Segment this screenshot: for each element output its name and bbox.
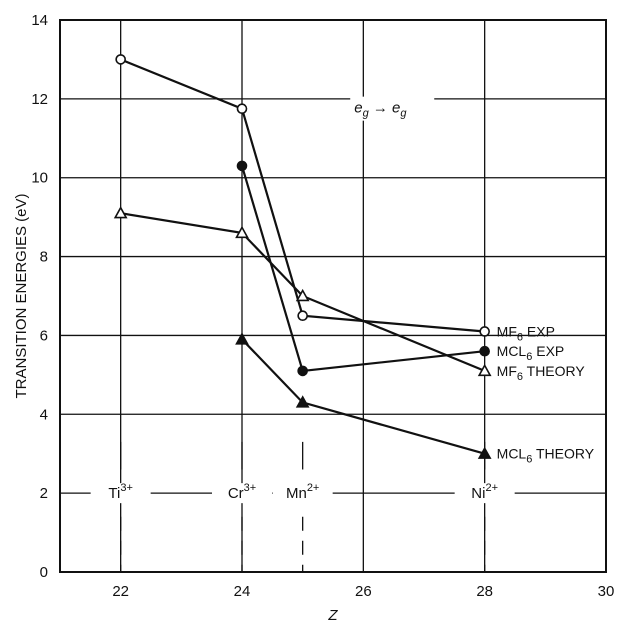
ion-symbol: Ni — [471, 485, 485, 502]
y-tick-label: 0 — [40, 564, 48, 581]
data-point — [479, 326, 490, 337]
eg-arrow: → — [369, 100, 392, 117]
eg-to-symbol: e — [392, 100, 400, 117]
eg-to-eg-annotation: eg → eg — [354, 100, 407, 120]
ion-label-background — [272, 483, 333, 504]
data-point — [297, 310, 308, 322]
series-name: MCL — [497, 446, 527, 462]
series-subscript: 6 — [517, 331, 523, 343]
series-name: MCL — [497, 343, 527, 359]
series-2 — [236, 160, 490, 377]
ion-symbol: Cr — [228, 485, 244, 502]
data-point — [295, 395, 310, 408]
y-tick-label: 14 — [31, 12, 48, 29]
x-tick-label: 24 — [234, 583, 251, 600]
ion-label-background — [90, 483, 151, 504]
ion-symbol: Mn — [286, 485, 307, 502]
series-3 — [113, 206, 492, 377]
eg-from-subscript: g — [363, 108, 370, 120]
ion-label: Cr3+ — [228, 482, 256, 502]
data-point — [477, 363, 492, 377]
data-point — [115, 54, 126, 65]
y-tick-label: 8 — [40, 249, 48, 266]
y-tick-label: 2 — [40, 485, 48, 502]
ion-charge: 2+ — [307, 482, 320, 494]
series-legend-label: MCL6 EXP — [497, 343, 565, 363]
ion-label-background — [454, 483, 515, 504]
data-point — [477, 446, 492, 459]
eg-to-subscript: g — [400, 108, 407, 120]
x-tick-label: 28 — [476, 583, 493, 600]
ion-label: Mn2+ — [286, 482, 319, 502]
series-type: EXP — [532, 343, 564, 359]
eg-from-symbol: e — [354, 100, 362, 117]
data-point — [295, 288, 310, 302]
series-subscript: 6 — [517, 371, 523, 383]
series-subscript: 6 — [526, 351, 532, 363]
series-1 — [115, 54, 490, 337]
series-layer — [113, 54, 492, 459]
plot-frame — [59, 19, 607, 573]
ion-label: Ni2+ — [471, 482, 498, 502]
data-point — [479, 345, 490, 357]
series-type: THEORY — [532, 446, 594, 462]
series-line — [120, 58, 485, 333]
x-tick-label: 22 — [112, 583, 129, 600]
series-legend-label: MF6 EXP — [497, 323, 555, 343]
series-legend-label: MF6 THEORY — [497, 363, 586, 383]
data-point — [235, 332, 249, 345]
series-4 — [235, 332, 492, 459]
y-axis-title: TRANSITION ENERGIES (eV) — [13, 193, 30, 398]
x-tick-label: 26 — [355, 583, 372, 600]
data-point — [235, 225, 249, 239]
ion-guide-lines: Ti3+ Cr3+ Mn2+ Ni2+ — [90, 441, 515, 572]
y-tick-label: 4 — [40, 406, 48, 423]
y-tick-label: 6 — [40, 327, 48, 344]
data-point — [113, 206, 128, 219]
ion-charge: 2+ — [485, 482, 498, 494]
series-name: MF — [497, 363, 517, 379]
series-legend-label: MCL6 THEORY — [497, 446, 595, 466]
series-subscript: 6 — [526, 454, 532, 466]
ion-symbol: Ti — [108, 485, 120, 502]
ion-charge: 3+ — [120, 482, 133, 494]
y-tick-label: 10 — [31, 170, 48, 187]
data-point — [236, 160, 248, 172]
series-type: EXP — [523, 323, 555, 339]
ion-label: Ti3+ — [108, 482, 132, 502]
data-point — [297, 365, 308, 377]
series-name: MF — [497, 323, 517, 339]
eg-annotation-background — [350, 96, 435, 121]
ion-label-background — [212, 483, 272, 504]
x-tick-label: 30 — [598, 583, 615, 600]
series-type: THEORY — [523, 363, 585, 379]
x-axis-title: Z — [327, 607, 338, 624]
ion-charge: 3+ — [244, 482, 257, 494]
y-tick-label: 12 — [31, 91, 48, 108]
data-point — [236, 103, 248, 115]
series-line — [120, 212, 486, 372]
